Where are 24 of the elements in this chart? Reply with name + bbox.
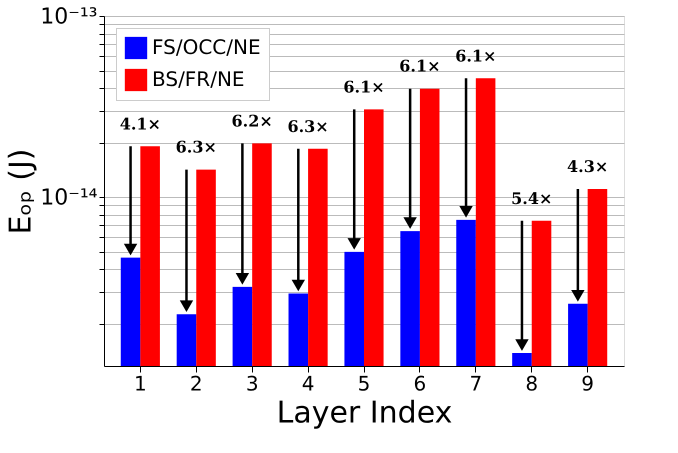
x-tick-label: 6 xyxy=(414,372,426,396)
x-tick-label: 3 xyxy=(246,372,259,396)
annotation: 4.3× xyxy=(567,156,608,176)
annotation: 6.3× xyxy=(176,138,217,157)
annotation: 6.2× xyxy=(232,111,273,130)
annotation: 5.4× xyxy=(511,188,552,208)
legend-label: FS/OCC/NE xyxy=(152,35,261,59)
y-axis-title: Eₒₚ (J) xyxy=(3,148,38,235)
legend-label: BS/FR/NE xyxy=(152,67,245,91)
x-tick-label: 8 xyxy=(525,372,538,396)
x-tick-label: 1 xyxy=(134,372,147,396)
x-tick-label: 4 xyxy=(302,372,314,396)
y-tick-label: 10⁻¹³ xyxy=(40,4,98,30)
x-axis-title: Layer Index xyxy=(276,396,452,430)
annotation: 6.3× xyxy=(287,116,329,136)
x-tick-label: 5 xyxy=(358,372,370,396)
x-tick-label: 9 xyxy=(581,372,594,396)
annotation: 6.1× xyxy=(399,56,441,76)
annotation: 6.1× xyxy=(455,46,496,66)
x-tick-label: 7 xyxy=(469,372,482,396)
annotation: 6.1× xyxy=(343,77,385,96)
y-tick-label: 10⁻¹⁴ xyxy=(40,186,98,211)
x-tick-label: 2 xyxy=(190,372,203,396)
annotation: 4.1× xyxy=(120,114,161,134)
